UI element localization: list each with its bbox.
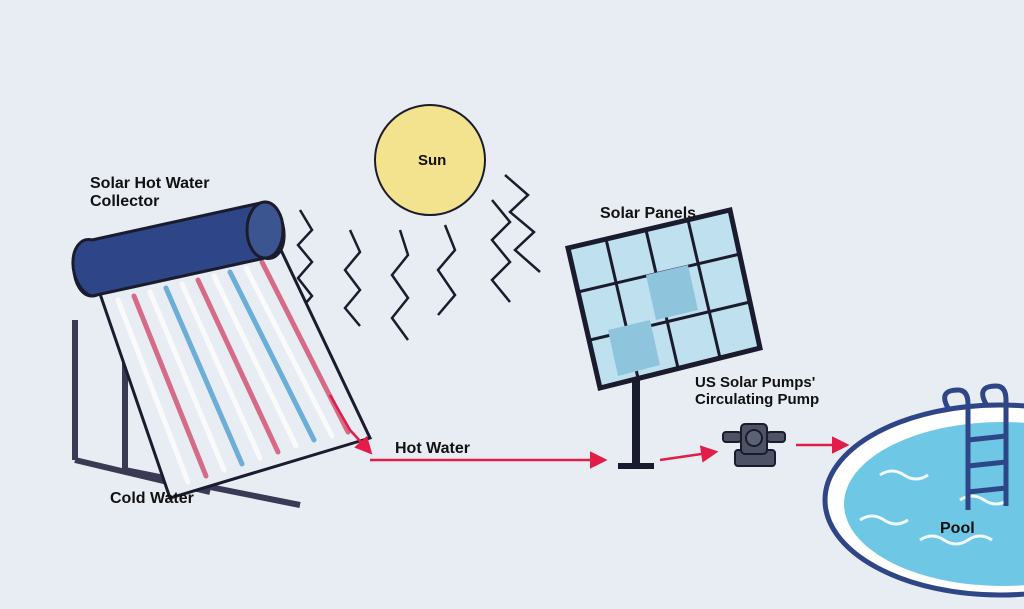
pump-label: US Solar Pumps' Circulating Pump — [695, 374, 819, 409]
panels-label: Solar Panels — [600, 205, 696, 223]
cold-water-label: Cold Water — [110, 490, 194, 508]
sun-label: Sun — [418, 152, 446, 169]
collector-label: Solar Hot Water Collector — [90, 175, 209, 212]
hot-water-label: Hot Water — [395, 440, 470, 458]
pool-label: Pool — [940, 520, 975, 538]
diagram-canvas — [0, 0, 1024, 609]
